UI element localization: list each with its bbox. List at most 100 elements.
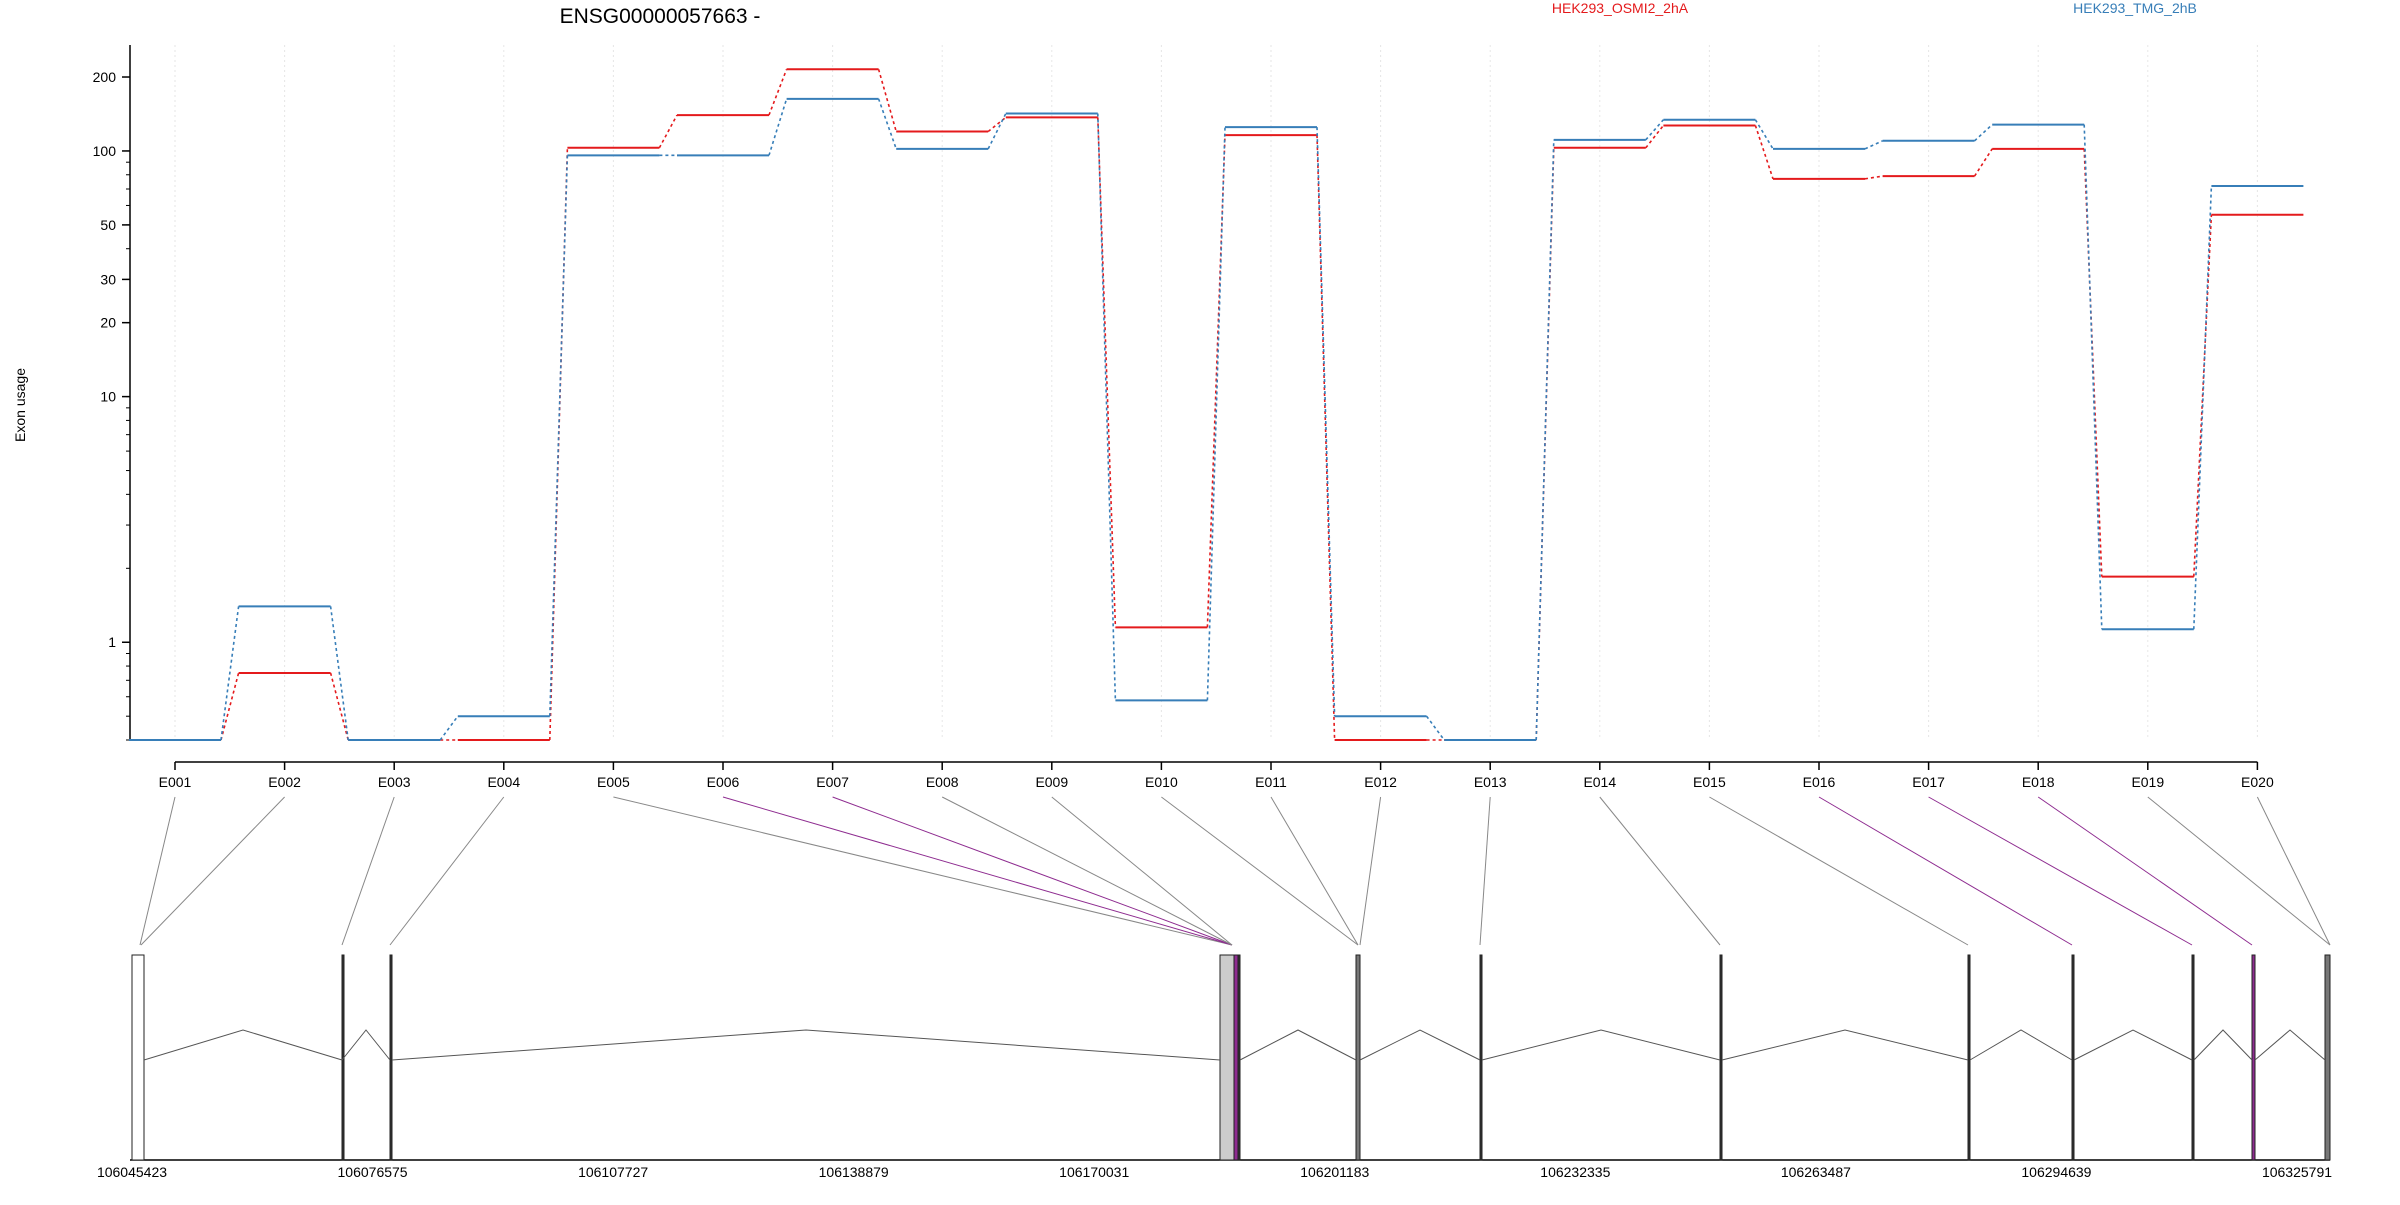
x-tick-label-e002: E002 xyxy=(268,774,301,790)
x-tick-label-e017: E017 xyxy=(1912,774,1945,790)
genomic-tick-label: 106263487 xyxy=(1781,1164,1851,1180)
series-hek293-tmg-2hb-connector-e007 xyxy=(877,98,897,150)
series-hek293-osmi2-2ha-connector-e005 xyxy=(658,114,678,149)
exon-connector-e013 xyxy=(1479,796,1491,946)
series-hek293-tmg-2hb-connector-e001 xyxy=(220,606,240,741)
x-tick-label-e019: E019 xyxy=(2131,774,2164,790)
exon-connector-e010 xyxy=(1161,796,1359,946)
gene-intron xyxy=(1721,1029,1969,1061)
genomic-tick-label: 106325791 xyxy=(2262,1164,2332,1180)
gene-exon-block xyxy=(131,954,145,1161)
gene-intron xyxy=(1359,1029,1481,1061)
gene-exon-block xyxy=(1967,954,1971,1161)
y-tick-label-30: 30 xyxy=(100,271,116,287)
x-tick-label-e014: E014 xyxy=(1583,774,1616,790)
x-tick-label-e008: E008 xyxy=(926,774,959,790)
y-tick-label-20: 20 xyxy=(100,315,116,331)
x-tick-label-e007: E007 xyxy=(816,774,849,790)
y-tick-label-200: 200 xyxy=(93,69,117,85)
gene-exon-block xyxy=(2324,954,2331,1161)
x-tick-label-e018: E018 xyxy=(2022,774,2055,790)
series-hek293-tmg-2hb-connector-e019 xyxy=(2193,185,2213,630)
gene-intron xyxy=(391,1029,1221,1061)
series-hek293-osmi2-2ha-connector-e001 xyxy=(220,672,240,741)
genomic-tick-label: 106045423 xyxy=(97,1164,167,1180)
exon-connector-e007 xyxy=(832,796,1233,946)
genomic-tick-label: 106076575 xyxy=(338,1164,408,1180)
gene-exon-block xyxy=(1479,954,1483,1161)
series-hek293-tmg-2hb-connector-e013 xyxy=(1535,139,1555,741)
exon-connector-e003 xyxy=(341,796,395,946)
gene-model-layer: 106045423 106076575 106107727 106138879 1061… xyxy=(97,954,2332,1180)
axes-layer: 1 10 20 30 50 100 200 E001 E002 E003 E004 E005 E006 E… xyxy=(93,45,2274,790)
exon-connector-e018 xyxy=(2037,796,2253,946)
gene-exon-block xyxy=(1237,954,1241,1161)
gene-intron xyxy=(2073,1029,2193,1061)
series-hek293-tmg-2hb-connector-e018 xyxy=(2083,124,2103,630)
gene-exon-block xyxy=(2251,954,2256,1161)
series-hek293-tmg-2hb-connector-e006 xyxy=(768,98,788,156)
gene-intron xyxy=(1969,1029,2073,1061)
exon-connector-e002 xyxy=(140,796,285,946)
series-hek293-tmg-2hb-connector-e016 xyxy=(1864,140,1883,150)
genomic-tick-label: 106170031 xyxy=(1059,1164,1129,1180)
exon-connector-e014 xyxy=(1599,796,1721,946)
exon-connector-e011 xyxy=(1270,796,1359,946)
series-hek293-osmi2-2ha-connector-e014 xyxy=(1645,124,1665,149)
series-hek293-tmg-2hb-connector-e004 xyxy=(549,155,569,717)
y-tick-label-1: 1 xyxy=(108,634,116,650)
x-tick-label-e003: E003 xyxy=(378,774,411,790)
exon-connector-e005 xyxy=(613,796,1233,946)
series-hek293-tmg-2hb-connector-e017 xyxy=(1974,124,1993,142)
x-tick-label-e013: E013 xyxy=(1474,774,1507,790)
series-hek293-osmi2-2ha-connector-e006 xyxy=(768,69,788,116)
x-tick-label-e009: E009 xyxy=(1035,774,1068,790)
genomic-tick-label: 106138879 xyxy=(819,1164,889,1180)
genomic-tick-label: 106201183 xyxy=(1300,1164,1369,1180)
exon-connector-e016 xyxy=(1818,796,2073,946)
series-hek293-tmg-2hb-connector-e011 xyxy=(1316,127,1336,717)
gene-exon-block xyxy=(2071,954,2075,1161)
series-hek293-osmi2-2ha-connector-e010 xyxy=(1206,135,1226,628)
exon-connector-e020 xyxy=(2256,796,2331,946)
gene-intron xyxy=(143,1029,343,1061)
exon-connector-e012 xyxy=(1359,796,1382,946)
y-axis-label: Exon usage xyxy=(12,368,28,442)
exon-connector-e015 xyxy=(1709,796,1969,946)
genomic-tick-label: 106294639 xyxy=(2021,1164,2091,1180)
exon-connector-e008 xyxy=(941,796,1233,946)
gene-intron xyxy=(1481,1029,1721,1061)
exon-connector-e017 xyxy=(1928,796,2193,946)
gene-exon-block xyxy=(1355,954,1361,1161)
series-hek293-tmg-2hb-connector-e014 xyxy=(1645,119,1665,141)
x-tick-label-e012: E012 xyxy=(1364,774,1397,790)
x-tick-label-e006: E006 xyxy=(707,774,740,790)
gene-exon-block xyxy=(389,954,393,1161)
series-hek293-tmg-2hb-connector-e002 xyxy=(329,606,349,741)
gene-intron xyxy=(2193,1029,2253,1061)
exon-connector-e019 xyxy=(2147,796,2331,946)
genomic-tick-label: 106107727 xyxy=(578,1164,648,1180)
legend-label-osmi2: HEK293_OSMI2_2hA xyxy=(1552,0,1689,16)
y-tick-label-50: 50 xyxy=(100,217,116,233)
legend-label-tmg: HEK293_TMG_2hB xyxy=(2073,0,2197,16)
x-tick-label-e001: E001 xyxy=(159,774,192,790)
x-tick-label-e011: E011 xyxy=(1255,774,1287,790)
series-hek293-osmi2-2ha-connector-e002 xyxy=(329,672,349,741)
gene-intron xyxy=(1239,1029,1357,1061)
x-tick-label-e015: E015 xyxy=(1693,774,1726,790)
exon-connector-e006 xyxy=(722,796,1233,946)
y-tick-label-100: 100 xyxy=(93,143,117,159)
gene-exon-block xyxy=(1233,954,1239,1161)
x-tick-label-e010: E010 xyxy=(1145,774,1178,790)
series-hek293-tmg-2hb-connector-e008 xyxy=(987,113,1007,150)
series-hek293-osmi2-2ha-connector-e015 xyxy=(1754,125,1774,180)
series-hek293-osmi2-2ha-connector-e017 xyxy=(1973,148,1993,177)
series-hek293-tmg-2hb-connector-e003 xyxy=(439,715,459,741)
connector-layer xyxy=(139,796,2331,946)
gene-exon-block xyxy=(1219,954,1235,1161)
exon-connector-e009 xyxy=(1051,796,1233,946)
gene-exon-block xyxy=(2191,954,2195,1161)
